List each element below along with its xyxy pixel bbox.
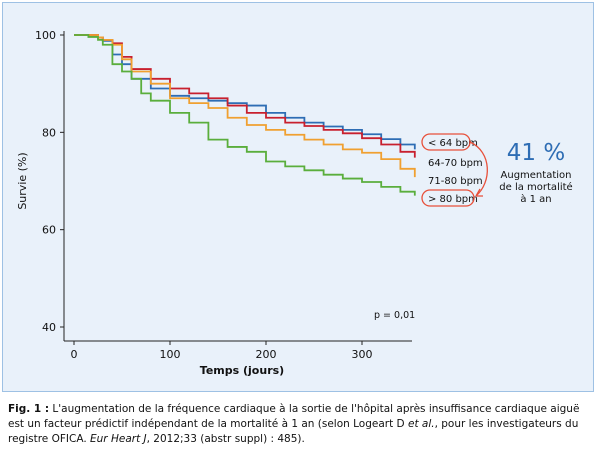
y-tick-label: 80: [42, 126, 56, 139]
survival-chart: 40 60 80 100 0 100 200 300 Temps (jours) Survie (…: [16, 29, 573, 377]
figure-caption: Fig. 1 : L'augmentation de la fréquence …: [8, 402, 592, 447]
y-tick-label: 60: [42, 224, 56, 237]
x-tick-label: 0: [71, 348, 78, 361]
series-label-3: > 80 bpm: [428, 194, 478, 205]
y-tick-label: 100: [35, 29, 56, 42]
x-tick-label: 200: [256, 348, 277, 361]
caption-text-1: L'augmentation de la fréquence cardiaque…: [8, 403, 580, 430]
caption-text-3: , 2012;33 (abstr suppl) : 485).: [146, 433, 305, 445]
p-value-annotation: p = 0,01: [374, 310, 415, 321]
callout-value: 41 %: [507, 140, 565, 166]
series-label-2: 71-80 bpm: [428, 176, 483, 187]
highlight-arrow: [469, 141, 488, 197]
caption-figure-label: Fig. 1 :: [8, 403, 50, 415]
highlight-oval-high: [421, 189, 475, 207]
x-axis-label: Temps (jours): [200, 364, 284, 377]
series-line-3: [74, 34, 416, 196]
caption-text-2: , pour les investigateurs du registre OF…: [8, 418, 579, 445]
series-label-0: < 64 bpm: [428, 138, 478, 149]
x-tick-label: 300: [352, 348, 373, 361]
caption-et-al: et al.: [407, 418, 435, 430]
figure-panel: [2, 2, 594, 392]
callout-label-3: à 1 an: [520, 193, 551, 205]
highlight-arrowhead: [475, 188, 483, 197]
series-line-0: [74, 34, 416, 150]
callout-label-2: de la mortalité: [499, 181, 572, 193]
callout-label-1: Augmentation: [501, 170, 572, 181]
x-tick-label: 100: [160, 348, 181, 361]
y-tick-label: 40: [42, 321, 56, 334]
series-label-1: 64-70 bpm: [428, 158, 483, 169]
caption-journal: Eur Heart J: [90, 433, 147, 445]
series-line-1: [74, 34, 416, 158]
y-axis-label: Survie (%): [16, 152, 29, 209]
